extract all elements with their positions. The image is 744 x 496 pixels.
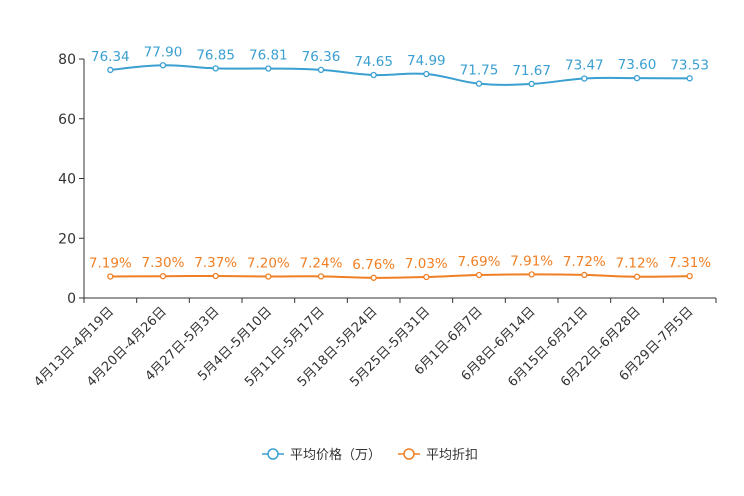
series-line <box>110 64 690 86</box>
data-label: 73.60 <box>618 57 657 73</box>
series-2: 7.19% 7.30% 7.37% 7.20% 7.24% 6.76% 7.03% 7.69%… <box>89 253 711 281</box>
series-line <box>110 273 690 279</box>
data-label: 74.65 <box>354 54 393 70</box>
data-point <box>528 80 535 88</box>
data-point <box>633 273 641 280</box>
y-tick-label: 40 <box>58 172 76 188</box>
data-point <box>370 71 377 79</box>
data-point <box>581 75 588 82</box>
data-point <box>686 75 693 82</box>
legend-label: 平均价格（万） <box>290 447 381 463</box>
data-point <box>212 65 219 72</box>
y-tick-label: 80 <box>58 52 76 68</box>
data-label: 71.67 <box>512 63 551 79</box>
data-label: 73.47 <box>565 58 604 74</box>
data-label: 7.30% <box>142 255 185 271</box>
data-point <box>475 80 483 87</box>
legend-item-1[interactable]: 平均价格（万） <box>262 447 381 463</box>
data-label: 7.03% <box>405 256 448 272</box>
data-point <box>370 274 377 281</box>
data-label: 6.76% <box>352 257 395 273</box>
data-point <box>212 272 219 280</box>
data-label: 7.69% <box>458 254 501 270</box>
data-label: 7.91% <box>510 253 553 269</box>
data-label: 76.36 <box>302 49 341 65</box>
data-point <box>265 273 272 280</box>
data-label: 76.81 <box>249 48 288 64</box>
data-point <box>528 271 535 278</box>
series-1: 76.34 77.90 76.85 76.81 76.36 74.65 74.99 71.75… <box>91 44 709 88</box>
data-label: 76.34 <box>91 49 130 65</box>
legend-label: 平均折扣 <box>426 448 478 463</box>
data-label: 7.19% <box>89 256 132 272</box>
data-label: 7.72% <box>563 254 606 270</box>
data-label: 7.12% <box>616 256 659 272</box>
data-point <box>159 273 167 280</box>
data-point <box>265 65 272 72</box>
data-point <box>633 74 641 82</box>
data-point <box>475 271 483 279</box>
data-point <box>107 66 114 74</box>
data-point <box>159 62 167 69</box>
data-label: 77.90 <box>144 44 183 60</box>
data-point <box>317 66 325 74</box>
legend-item-2[interactable]: 平均折扣 <box>398 448 478 463</box>
y-tick-label: 0 <box>67 291 76 307</box>
data-point <box>423 273 430 281</box>
data-label: 73.53 <box>670 57 709 73</box>
y-tick-label: 60 <box>58 112 76 128</box>
data-label: 76.85 <box>196 47 235 63</box>
data-label: 7.31% <box>668 255 711 271</box>
data-point <box>317 273 325 280</box>
legend-marker-icon <box>403 448 415 460</box>
legend-marker-icon <box>267 448 279 460</box>
data-label: 7.24% <box>300 255 343 271</box>
data-label: 74.99 <box>407 53 446 69</box>
data-label: 7.20% <box>247 255 290 271</box>
data-point <box>423 70 430 78</box>
y-tick-label: 20 <box>58 231 76 247</box>
data-label: 7.37% <box>194 255 237 271</box>
data-point <box>581 271 588 279</box>
legend[interactable]: 平均价格（万） 平均折扣 <box>262 447 478 463</box>
data-label: 71.75 <box>460 63 499 79</box>
data-point <box>107 273 114 280</box>
chart-axes: 0204060804月13日-4月19日4月20日-4月26日4月27日-5月3… <box>31 52 717 390</box>
data-point <box>686 273 693 280</box>
series-layer: 76.34 77.90 76.85 76.81 76.36 74.65 74.99 71.75… <box>89 44 711 281</box>
